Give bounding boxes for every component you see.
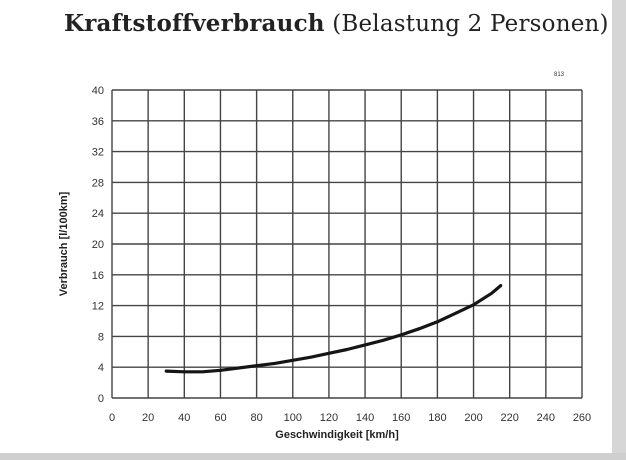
y-tick-label: 4 [98,362,104,374]
scan-edge-bottom [0,453,626,460]
scan-edge-right [612,0,626,460]
y-tick-label: 0 [98,393,104,405]
y-tick-label: 16 [92,270,104,282]
chart-title-main: Kraftstoffverbrauch [64,10,325,37]
x-tick-label: 40 [178,412,190,424]
y-axis-label: Verbrauch [l/100km] [58,191,70,296]
x-tick-label: 200 [464,412,482,424]
series-line [164,284,503,374]
x-tick-labels: 0 20 40 60 80 100 120 140 160 180 200 220 240 260 [109,412,591,424]
x-tick-label: 120 [320,412,338,424]
x-tick-label: 100 [284,412,302,424]
x-tick-label: 240 [537,412,555,424]
y-tick-label: 40 [92,85,104,97]
chart-title: Kraftstoffverbrauch (Belastung 2 Persone… [64,10,609,37]
x-tick-label: 20 [142,412,154,424]
x-axis-label: Geschwindigkeit [km/h] [275,429,399,441]
y-tick-label: 28 [92,177,104,189]
chart-series [164,284,503,374]
y-tick-label: 24 [92,208,104,220]
x-tick-label: 180 [428,412,446,424]
x-tick-label: 80 [250,412,262,424]
x-tick-label: 260 [573,412,591,424]
y-tick-label: 8 [98,331,104,343]
chart-plot: 0 20 40 60 80 100 120 140 160 180 200 220 240 260 0 4 8… [58,85,591,441]
y-tick-labels: 0 4 8 12 16 20 24 28 32 36 40 [92,85,104,405]
x-tick-label: 0 [109,412,115,424]
x-tick-label: 60 [214,412,226,424]
x-tick-label: 220 [501,412,519,424]
y-tick-label: 20 [92,239,104,251]
y-tick-label: 36 [92,116,104,128]
y-tick-label: 32 [92,147,104,159]
y-tick-label: 12 [92,301,104,313]
x-tick-label: 140 [356,412,374,424]
chart-grid [111,89,583,399]
reference-code: 813 [554,72,565,78]
x-tick-label: 160 [392,412,410,424]
chart-title-sub: (Belastung 2 Personen) [332,11,609,37]
